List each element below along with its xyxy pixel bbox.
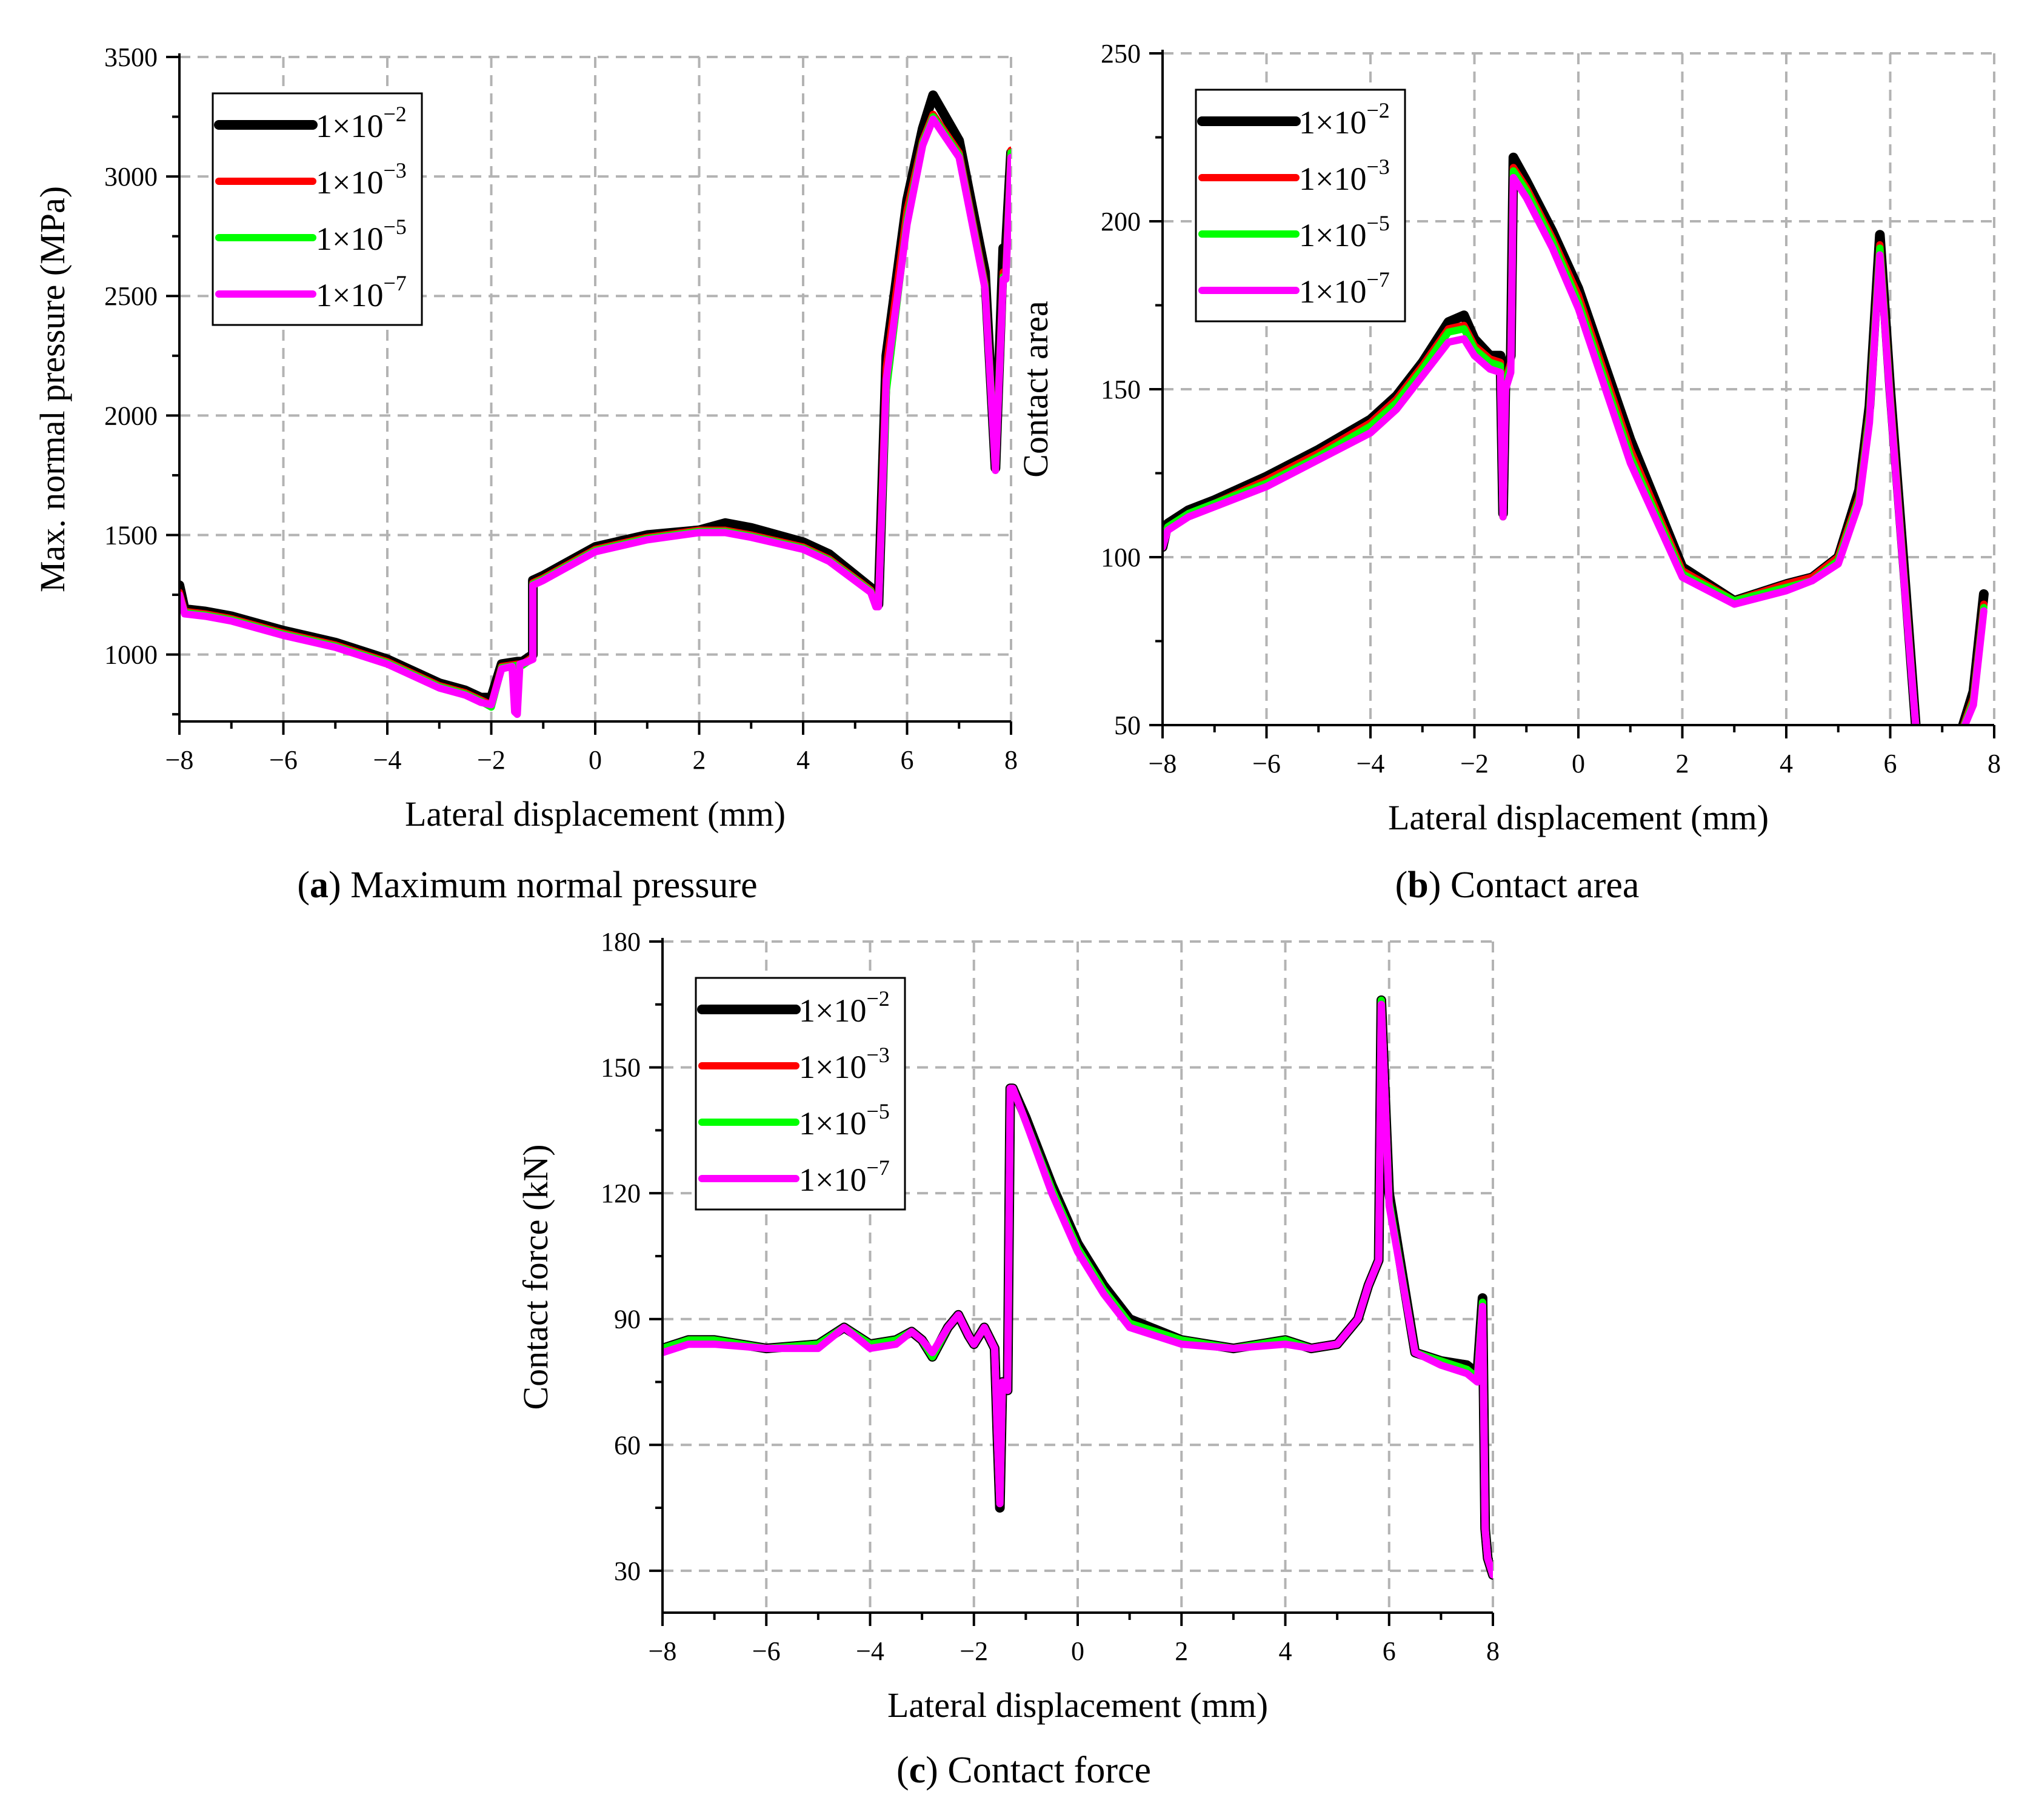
x-tick-label: 4 <box>796 745 810 775</box>
legend-b: 1×10−2 1×10−3 1×10−5 1×10−7 <box>1195 89 1406 323</box>
series-line-4 <box>1163 174 1988 725</box>
x-tick-label: 0 <box>589 745 602 775</box>
y-axis-label: Contact force (kN) <box>516 1144 555 1410</box>
x-tick-label: 2 <box>1175 1636 1188 1666</box>
series-group-b <box>1163 152 1989 725</box>
x-tick-label: −4 <box>856 1636 884 1666</box>
legend-label: 1×10−2 <box>1299 98 1390 141</box>
x-axis-label: Lateral displacement (mm) <box>1388 798 1769 837</box>
x-axis-label: Lateral displacement (mm) <box>405 794 786 834</box>
x-tick-label: −4 <box>373 745 402 775</box>
x-tick-label: −6 <box>1252 749 1281 778</box>
x-tick-label: 6 <box>1884 749 1897 778</box>
x-tick-label: −6 <box>269 745 298 775</box>
y-tick-label: 1000 <box>104 640 158 670</box>
x-tick-label: 4 <box>1780 749 1793 778</box>
legend-label: 1×10−5 <box>1299 211 1390 253</box>
y-tick-label: 2000 <box>104 401 158 430</box>
legend-label: 1×10−7 <box>799 1156 890 1198</box>
x-tick-label: −6 <box>752 1636 781 1666</box>
y-tick-label: 150 <box>1101 375 1141 404</box>
legend-box <box>212 92 423 326</box>
chart-a: −8 −6 −4 −2 0 2 4 6 8 1000 1500 2000 2500 3000 3500 Lat… <box>33 42 1018 834</box>
x-tick-label: −8 <box>165 745 194 775</box>
caption-b: (b) Contact area <box>1395 865 1640 906</box>
legend-a: 1×10−2 1×10−3 1×10−5 1×10−7 <box>212 92 423 326</box>
caption-c: (c) Contact force <box>896 1750 1152 1791</box>
series-line-4 <box>179 115 1011 718</box>
y-tick-label: 60 <box>614 1430 641 1460</box>
y-tick-label: 2500 <box>104 281 158 311</box>
x-tick-label: −8 <box>649 1636 677 1666</box>
x-tick-label: 2 <box>693 745 706 775</box>
legend-label: 1×10−2 <box>799 986 890 1029</box>
y-tick-label: 100 <box>1101 543 1141 572</box>
chart-b: −8 −6 −4 −2 0 2 4 6 8 50 100 150 200 250 Lateral displ… <box>1016 39 2001 837</box>
legend-label: 1×10−3 <box>1299 155 1390 197</box>
legend-label: 1×10−5 <box>799 1099 890 1142</box>
x-tick-label: −8 <box>1149 749 1177 778</box>
y-tick-label: 50 <box>1114 711 1141 740</box>
y-tick-label: 200 <box>1101 207 1141 236</box>
series-group-a <box>179 90 1011 718</box>
legend-box <box>1195 89 1406 323</box>
x-tick-label: 0 <box>1071 1636 1084 1666</box>
y-tick-label: 3500 <box>104 42 158 72</box>
x-tick-label: 4 <box>1279 1636 1292 1666</box>
legend-label: 1×10−7 <box>316 271 407 313</box>
y-axis-label: Contact area <box>1016 301 1055 477</box>
legend-label: 1×10−3 <box>799 1043 890 1085</box>
series-group-c <box>663 995 1493 1580</box>
legend-label: 1×10−5 <box>316 215 407 257</box>
x-tick-label: −4 <box>1357 749 1385 778</box>
x-tick-label: 6 <box>901 745 914 775</box>
legend-label: 1×10−7 <box>1299 267 1390 310</box>
x-tick-label: 6 <box>1383 1636 1396 1666</box>
legend-label: 1×10−3 <box>316 158 407 201</box>
legend-c: 1×10−2 1×10−3 1×10−5 1×10−7 <box>695 977 906 1211</box>
legend-box <box>695 977 906 1211</box>
x-axis-label: Lateral displacement (mm) <box>887 1685 1268 1725</box>
y-tick-label: 30 <box>614 1556 641 1586</box>
x-tick-label: −2 <box>477 745 506 775</box>
y-tick-label: 3000 <box>104 162 158 192</box>
y-tick-label: 150 <box>601 1053 641 1083</box>
y-tick-label: 250 <box>1101 39 1141 69</box>
y-tick-label: 1500 <box>104 520 158 550</box>
y-axis-label: Max. normal pressure (MPa) <box>33 186 72 592</box>
x-tick-label: −2 <box>1460 749 1489 778</box>
series-line-4 <box>663 1000 1493 1579</box>
x-tick-label: −2 <box>960 1636 988 1666</box>
y-tick-label: 90 <box>614 1305 641 1334</box>
legend-label: 1×10−2 <box>316 102 407 144</box>
x-tick-label: 2 <box>1676 749 1689 778</box>
x-tick-label: 8 <box>1486 1636 1500 1666</box>
y-tick-label: 120 <box>601 1179 641 1208</box>
x-tick-label: 0 <box>1572 749 1585 778</box>
caption-a: (a) Maximum normal pressure <box>297 865 758 906</box>
chart-c: −8 −6 −4 −2 0 2 4 6 8 30 60 90 120 150 180 Lateral disp… <box>516 927 1500 1725</box>
y-tick-label: 180 <box>601 927 641 957</box>
x-tick-label: 8 <box>1004 745 1018 775</box>
x-tick-label: 8 <box>1988 749 2001 778</box>
